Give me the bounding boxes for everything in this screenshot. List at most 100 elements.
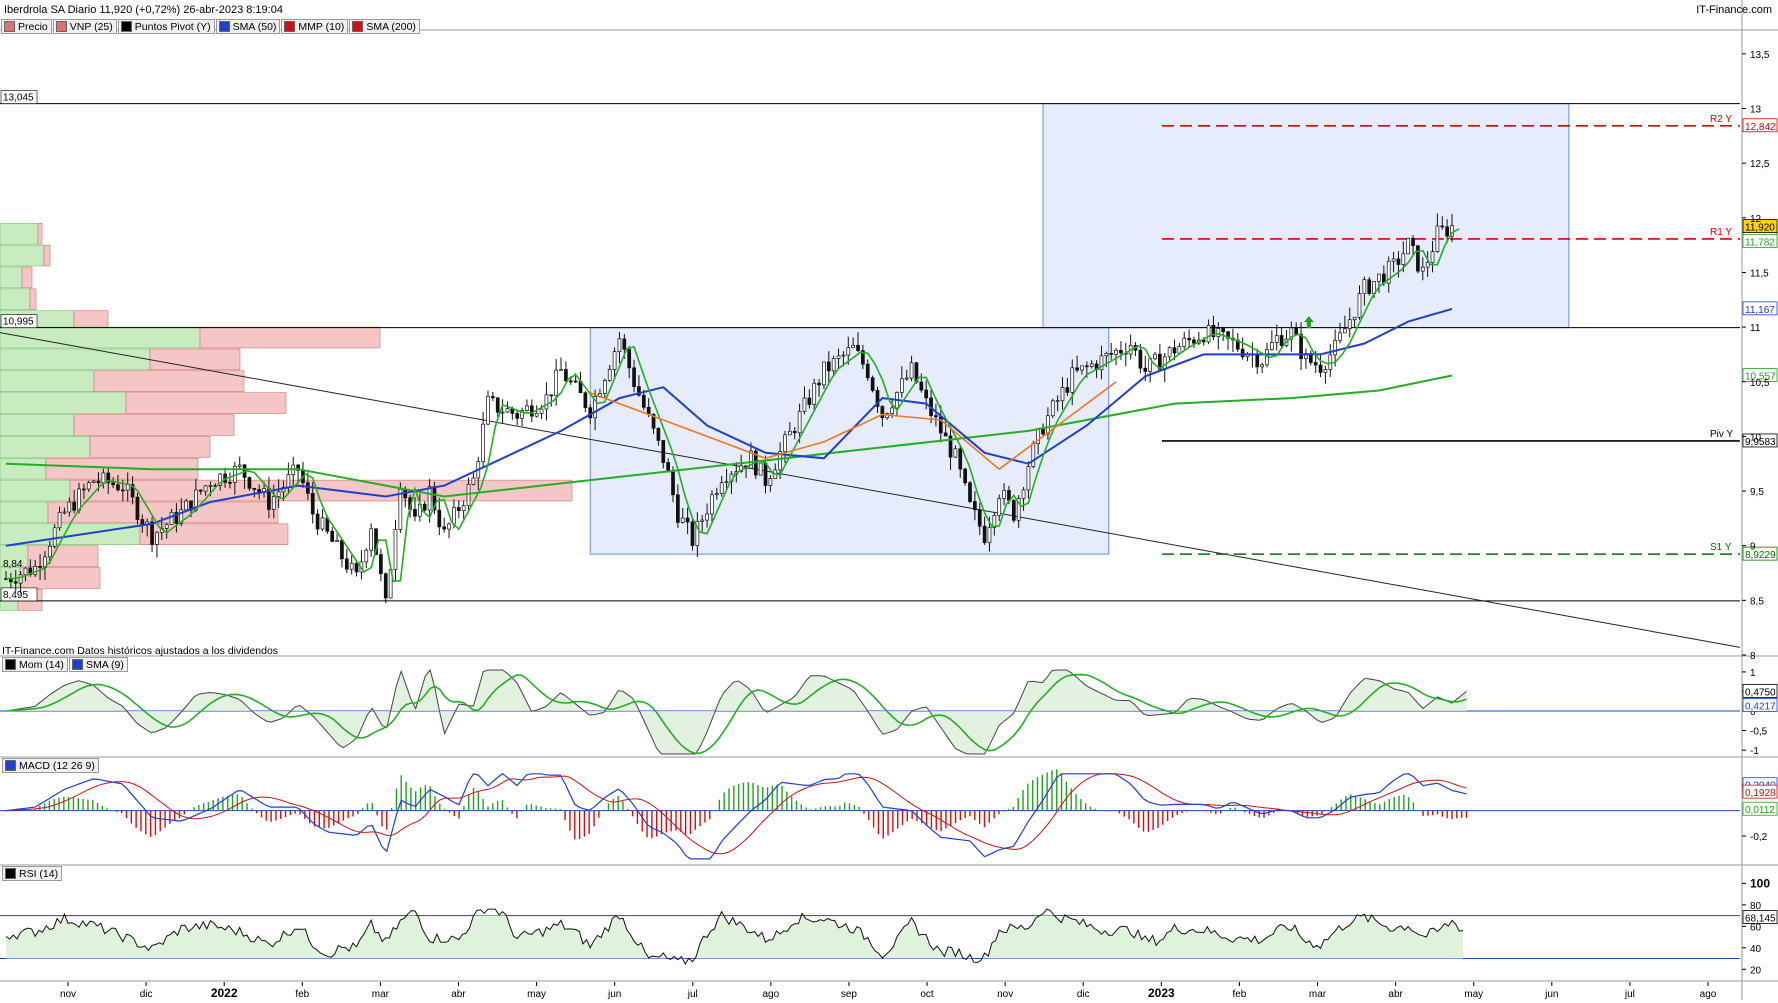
candle-body — [452, 507, 456, 525]
candle-body — [208, 485, 213, 487]
legend-label: SMA (200) — [366, 20, 416, 33]
candle-body — [1002, 490, 1006, 499]
price-value-box — [1742, 234, 1778, 249]
candle-body — [150, 521, 154, 545]
candle-body — [602, 380, 607, 394]
y-tick-label: 10 — [1750, 432, 1762, 443]
candle-body — [529, 405, 534, 417]
sma50-swatch-icon — [218, 21, 230, 32]
candle-body — [934, 415, 938, 418]
candle-body — [1445, 226, 1449, 237]
candle-body — [101, 472, 106, 484]
x-tick-label: may — [1464, 989, 1483, 1000]
candle-body — [788, 430, 792, 436]
y-tick-label: 11 — [1750, 323, 1761, 334]
candle-body — [749, 450, 753, 469]
candle-body — [632, 367, 636, 387]
candle-body — [948, 435, 953, 458]
candle-body — [1167, 347, 1172, 358]
candle-body — [91, 480, 96, 483]
candle-body — [622, 338, 627, 350]
momentum-tick-label: 0 — [1750, 707, 1756, 718]
candle-body — [315, 513, 320, 530]
candle-body — [870, 377, 875, 391]
candle-body — [1221, 328, 1226, 333]
candle-body — [904, 377, 909, 380]
macd-value-box — [1742, 801, 1778, 816]
candle-body — [1401, 253, 1406, 265]
candle-body — [1333, 340, 1338, 356]
candle-body — [340, 539, 344, 560]
candle-body — [447, 523, 451, 530]
candle-body — [198, 489, 203, 492]
legend-item-price[interactable]: Precio — [1, 19, 52, 34]
candle-body — [1060, 387, 1065, 402]
volume-profile-up-bar — [0, 436, 91, 458]
volume-profile-up-bar — [0, 266, 23, 289]
mmp-swatch-icon — [284, 21, 296, 32]
candle-body — [963, 468, 967, 484]
candle-body — [992, 515, 997, 528]
candle-body — [637, 386, 641, 396]
legend-item-mom-sma[interactable]: SMA (9) — [68, 657, 128, 672]
candle-body — [627, 348, 632, 369]
candle-body — [520, 410, 524, 419]
legend-label: SMA (50) — [232, 20, 277, 33]
x-tick-label: nov — [997, 989, 1013, 1000]
candle-body — [1192, 339, 1196, 344]
candle-body — [1153, 353, 1157, 360]
candle-body — [564, 369, 568, 382]
candle-body — [1070, 367, 1075, 393]
candle-body — [456, 507, 461, 512]
legend-item-macd[interactable]: MACD (12 26 9) — [2, 758, 99, 773]
level-label: 8,495 — [3, 590, 28, 601]
momentum-value: 0,4750 — [1745, 687, 1776, 698]
legend-item-sma50[interactable]: SMA (50) — [215, 19, 281, 34]
candle-body — [1299, 333, 1303, 359]
legend-label: MACD (12 26 9) — [19, 759, 95, 772]
legend-label: Puntos Pivot (Y) — [134, 20, 211, 33]
legend-item-rsi[interactable]: RSI (14) — [2, 866, 63, 881]
legend-item-sma200[interactable]: SMA (200) — [349, 19, 420, 34]
candle-body — [559, 369, 563, 371]
level-label: 10,995 — [3, 317, 34, 328]
candle-body — [52, 527, 57, 547]
candle-body — [612, 351, 617, 370]
candle-body — [57, 512, 62, 529]
candle-body — [831, 358, 836, 372]
x-tick-label: dic — [1077, 989, 1090, 1000]
rsi-tick-label: 100 — [1750, 876, 1770, 890]
pivot-name: Piv Y — [1710, 429, 1733, 440]
candle-body — [1362, 279, 1367, 294]
macd-legend: MACD (12 26 9) — [2, 758, 100, 773]
candle-body — [18, 574, 23, 584]
volume-profile-down-bar — [89, 436, 211, 458]
volume-profile-down-bar — [149, 348, 241, 371]
vnp-line — [589, 381, 1117, 471]
macd-swatch-icon — [5, 760, 16, 771]
candle-body — [82, 488, 86, 491]
legend-item-pivot[interactable]: Puntos Pivot (Y) — [117, 19, 215, 34]
candle-body — [826, 361, 831, 372]
candle-body — [393, 529, 398, 570]
volume-profile-down-bar — [43, 244, 51, 267]
candle-body — [155, 531, 159, 545]
pivot-value: 9,9583 — [1745, 437, 1776, 448]
candle-body — [422, 503, 427, 511]
legend-item-vnp[interactable]: VNP (25) — [52, 19, 117, 34]
candle-body — [106, 472, 111, 484]
level-label-box — [0, 314, 38, 328]
x-tick-label: jun — [607, 989, 621, 1000]
legend-item-mmp[interactable]: MMP (10) — [281, 19, 349, 34]
candle-body — [758, 462, 763, 476]
pivot-name: R1 Y — [1710, 227, 1732, 238]
macd-signal-line — [5, 773, 1467, 855]
x-tick-label: mar — [1309, 989, 1327, 1000]
legend-item-mom[interactable]: Mom (14) — [2, 657, 68, 672]
brand-link[interactable]: IT-Finance.com — [1696, 4, 1772, 16]
candle-body — [461, 505, 466, 512]
candle-body — [1084, 365, 1089, 368]
macd-tick-label: -0,2 — [1750, 832, 1768, 843]
candle-body — [67, 501, 72, 513]
